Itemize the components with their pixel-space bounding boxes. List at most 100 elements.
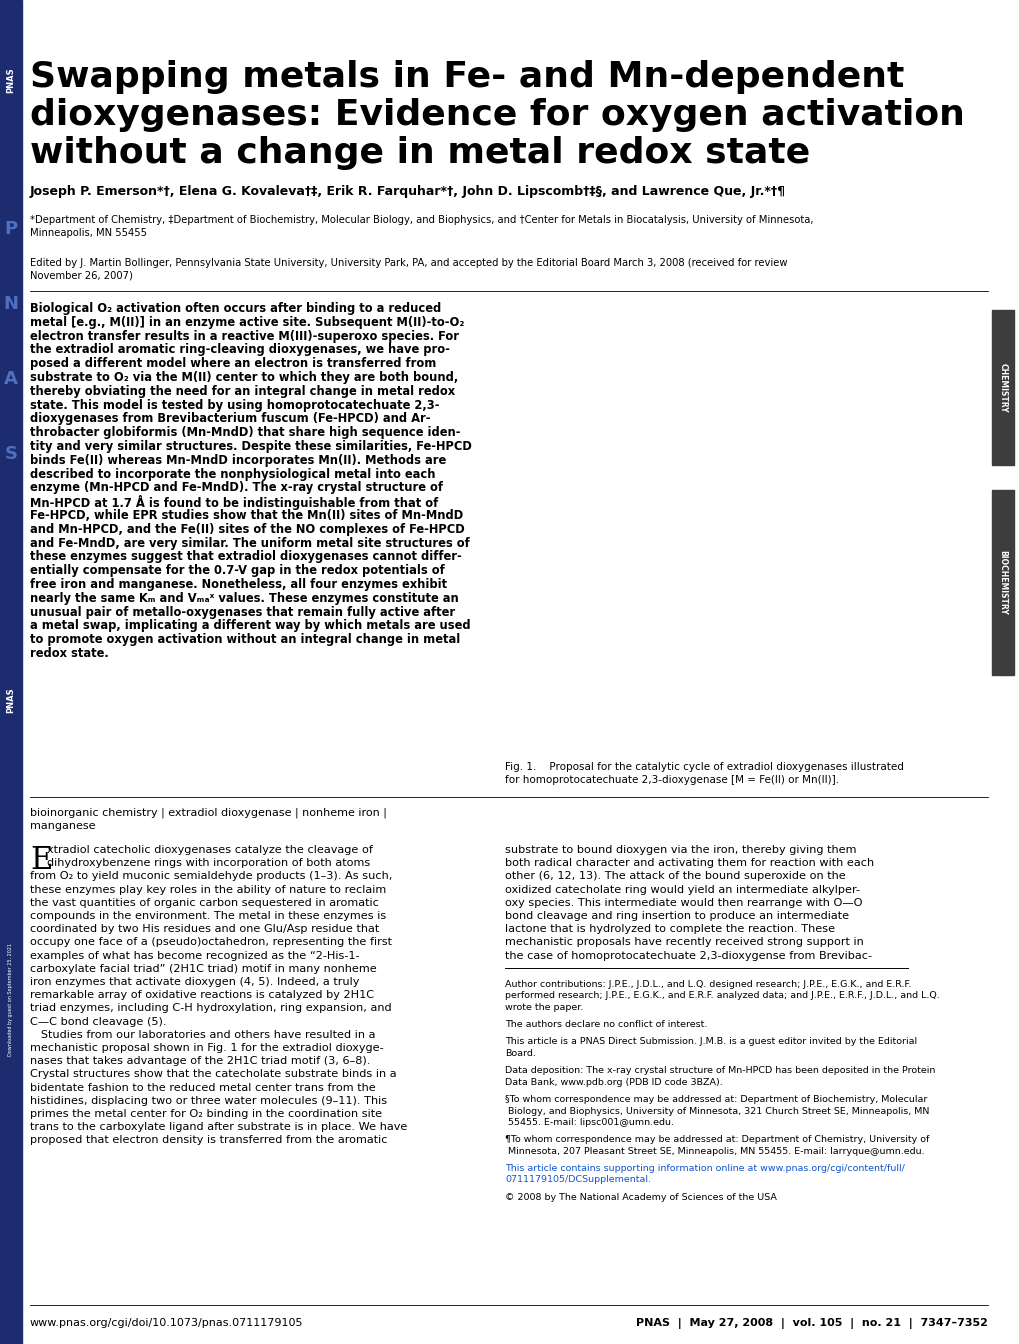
Text: Crystal structures show that the catecholate substrate binds in a: Crystal structures show that the catecho…: [30, 1070, 396, 1079]
Text: compounds in the environment. The metal in these enzymes is: compounds in the environment. The metal …: [30, 911, 386, 921]
Text: Board.: Board.: [504, 1050, 535, 1058]
Text: a metal swap, implicating a different way by which metals are used: a metal swap, implicating a different wa…: [30, 620, 470, 633]
Text: performed research; J.P.E., E.G.K., and E.R.F. analyzed data; and J.P.E., E.R.F.: performed research; J.P.E., E.G.K., and …: [504, 992, 938, 1000]
Text: Data deposition: The x-ray crystal structure of Mn-HPCD has been deposited in th: Data deposition: The x-ray crystal struc…: [504, 1066, 934, 1075]
Text: Minneapolis, MN 55455: Minneapolis, MN 55455: [30, 228, 147, 238]
Text: both radical character and activating them for reaction with each: both radical character and activating th…: [504, 859, 873, 868]
Text: unusual pair of metallo-oxygenases that remain fully active after: unusual pair of metallo-oxygenases that …: [30, 606, 454, 618]
Text: PNAS: PNAS: [6, 67, 15, 93]
Text: substrate to bound dioxygen via the iron, thereby giving them: substrate to bound dioxygen via the iron…: [504, 845, 856, 855]
Text: wrote the paper.: wrote the paper.: [504, 1003, 583, 1012]
Text: BIOCHEMISTRY: BIOCHEMISTRY: [998, 550, 1007, 614]
Text: © 2008 by The National Academy of Sciences of the USA: © 2008 by The National Academy of Scienc…: [504, 1192, 776, 1202]
Text: redox state.: redox state.: [30, 646, 109, 660]
Text: The authors declare no conflict of interest.: The authors declare no conflict of inter…: [504, 1020, 707, 1030]
Text: and Fe-MndD, are very similar. The uniform metal site structures of: and Fe-MndD, are very similar. The unifo…: [30, 536, 470, 550]
Text: tity and very similar structures. Despite these similarities, Fe-HPCD: tity and very similar structures. Despit…: [30, 439, 472, 453]
Text: This article contains supporting information online at www.pnas.org/cgi/content/: This article contains supporting informa…: [504, 1164, 904, 1173]
Text: lactone that is hydrolyzed to complete the reaction. These: lactone that is hydrolyzed to complete t…: [504, 925, 835, 934]
Text: for homoprotocatechuate 2,3-dioxygenase [M = Fe(II) or Mn(II)].: for homoprotocatechuate 2,3-dioxygenase …: [504, 775, 839, 785]
Text: posed a different model where an electron is transferred from: posed a different model where an electro…: [30, 358, 436, 370]
Text: occupy one face of a (pseudo)octahedron, representing the first: occupy one face of a (pseudo)octahedron,…: [30, 937, 391, 948]
Text: oxidized catecholate ring would yield an intermediate alkylper-: oxidized catecholate ring would yield an…: [504, 884, 859, 895]
Text: carboxylate facial triad” (2H1C triad) motif in many nonheme: carboxylate facial triad” (2H1C triad) m…: [30, 964, 376, 974]
Text: E: E: [30, 845, 52, 876]
Text: November 26, 2007): November 26, 2007): [30, 271, 132, 281]
Bar: [991, 310, 1013, 465]
Text: oxy species. This intermediate would then rearrange with O—O: oxy species. This intermediate would the…: [504, 898, 862, 907]
Text: PNAS: PNAS: [6, 687, 15, 712]
Text: Joseph P. Emerson*†, Elena G. Kovaleva†‡, Erik R. Farquhar*†, John D. Lipscomb†‡: Joseph P. Emerson*†, Elena G. Kovaleva†‡…: [30, 185, 786, 198]
Text: to promote oxygen activation without an integral change in metal: to promote oxygen activation without an …: [30, 633, 460, 646]
Text: nearly the same Kₘ and Vₘₐˣ values. These enzymes constitute an: nearly the same Kₘ and Vₘₐˣ values. Thes…: [30, 591, 459, 605]
Text: free iron and manganese. Nonetheless, all four enzymes exhibit: free iron and manganese. Nonetheless, al…: [30, 578, 446, 591]
Text: entially compensate for the 0.7-V gap in the redox potentials of: entially compensate for the 0.7-V gap in…: [30, 564, 444, 577]
Text: other (6, 12, 13). The attack of the bound superoxide on the: other (6, 12, 13). The attack of the bou…: [504, 871, 845, 882]
Text: Edited by J. Martin Bollinger, Pennsylvania State University, University Park, P: Edited by J. Martin Bollinger, Pennsylva…: [30, 258, 787, 267]
Text: and Mn-HPCD, and the Fe(II) sites of the NO complexes of Fe-HPCD: and Mn-HPCD, and the Fe(II) sites of the…: [30, 523, 465, 536]
Text: bioinorganic chemistry | extradiol dioxygenase | nonheme iron |: bioinorganic chemistry | extradiol dioxy…: [30, 808, 386, 818]
Text: Minnesota, 207 Pleasant Street SE, Minneapolis, MN 55455. E-mail: larryque@umn.e: Minnesota, 207 Pleasant Street SE, Minne…: [504, 1146, 923, 1156]
Text: the case of homoprotocatechuate 2,3-dioxygense from Brevibac-: the case of homoprotocatechuate 2,3-diox…: [504, 950, 871, 961]
Text: these enzymes play key roles in the ability of nature to reclaim: these enzymes play key roles in the abil…: [30, 884, 386, 895]
Text: enzyme (Mn-HPCD and Fe-MndD). The x-ray crystal structure of: enzyme (Mn-HPCD and Fe-MndD). The x-ray …: [30, 481, 442, 495]
Text: described to incorporate the nonphysiological metal into each: described to incorporate the nonphysiolo…: [30, 468, 435, 481]
Text: binds Fe(II) whereas Mn-MndD incorporates Mn(II). Methods are: binds Fe(II) whereas Mn-MndD incorporate…: [30, 454, 446, 466]
Text: Swapping metals in Fe- and Mn-dependent: Swapping metals in Fe- and Mn-dependent: [30, 60, 904, 94]
Text: P: P: [4, 220, 17, 238]
Text: thereby obviating the need for an integral change in metal redox: thereby obviating the need for an integr…: [30, 384, 454, 398]
Text: A: A: [4, 370, 18, 388]
Text: Biology, and Biophysics, University of Minnesota, 321 Church Street SE, Minneapo: Biology, and Biophysics, University of M…: [504, 1106, 928, 1116]
Text: trans to the carboxylate ligand after substrate is in place. We have: trans to the carboxylate ligand after su…: [30, 1122, 407, 1132]
Text: primes the metal center for O₂ binding in the coordination site: primes the metal center for O₂ binding i…: [30, 1109, 382, 1120]
Text: proposed that electron density is transferred from the aromatic: proposed that electron density is transf…: [30, 1136, 387, 1145]
Text: S: S: [4, 445, 17, 462]
Text: these enzymes suggest that extradiol dioxygenases cannot differ-: these enzymes suggest that extradiol dio…: [30, 551, 462, 563]
Text: C—C bond cleavage (5).: C—C bond cleavage (5).: [30, 1016, 166, 1027]
Text: without a change in metal redox state: without a change in metal redox state: [30, 136, 809, 169]
Text: Downloaded by guest on September 25, 2021: Downloaded by guest on September 25, 202…: [8, 943, 13, 1056]
Text: ¶To whom correspondence may be addressed at: Department of Chemistry, University: ¶To whom correspondence may be addressed…: [504, 1136, 928, 1144]
Text: mechanistic proposal shown in Fig. 1 for the extradiol dioxyge-: mechanistic proposal shown in Fig. 1 for…: [30, 1043, 383, 1052]
Bar: [991, 491, 1013, 675]
Text: N: N: [3, 294, 18, 313]
Text: from O₂ to yield muconic semialdehyde products (1–3). As such,: from O₂ to yield muconic semialdehyde pr…: [30, 871, 392, 882]
Text: xtradiol catecholic dioxygenases catalyze the cleavage of: xtradiol catecholic dioxygenases catalyz…: [47, 845, 373, 855]
Bar: [0, 0, 22, 1344]
Text: the extradiol aromatic ring-cleaving dioxygenases, we have pro-: the extradiol aromatic ring-cleaving dio…: [30, 344, 449, 356]
Text: substrate to O₂ via the M(II) center to which they are both bound,: substrate to O₂ via the M(II) center to …: [30, 371, 458, 384]
Text: 55455. E-mail: lipsc001@umn.edu.: 55455. E-mail: lipsc001@umn.edu.: [504, 1118, 674, 1128]
Text: triad enzymes, including C-H hydroxylation, ring expansion, and: triad enzymes, including C-H hydroxylati…: [30, 1004, 391, 1013]
Text: state. This model is tested by using homoprotocatechuate 2,3-: state. This model is tested by using hom…: [30, 399, 439, 411]
Text: Fe-HPCD, while EPR studies show that the Mn(II) sites of Mn-MndD: Fe-HPCD, while EPR studies show that the…: [30, 509, 463, 521]
Text: Mn-HPCD at 1.7 Å is found to be indistinguishable from that of: Mn-HPCD at 1.7 Å is found to be indistin…: [30, 495, 438, 511]
Text: throbacter globiformis (Mn-MndD) that share high sequence iden-: throbacter globiformis (Mn-MndD) that sh…: [30, 426, 460, 439]
Text: metal [e.g., M(II)] in an enzyme active site. Subsequent M(II)-to-O₂: metal [e.g., M(II)] in an enzyme active …: [30, 316, 464, 329]
Text: §To whom correspondence may be addressed at: Department of Biochemistry, Molecul: §To whom correspondence may be addressed…: [504, 1095, 926, 1103]
Text: CHEMISTRY: CHEMISTRY: [998, 363, 1007, 413]
Text: 0711179105/DCSupplemental.: 0711179105/DCSupplemental.: [504, 1176, 650, 1184]
Text: Author contributions: J.P.E., J.D.L., and L.Q. designed research; J.P.E., E.G.K.: Author contributions: J.P.E., J.D.L., an…: [504, 980, 911, 989]
Text: mechanistic proposals have recently received strong support in: mechanistic proposals have recently rece…: [504, 937, 863, 948]
Text: histidines, displacing two or three water molecules (9–11). This: histidines, displacing two or three wate…: [30, 1095, 387, 1106]
Text: PNAS  |  May 27, 2008  |  vol. 105  |  no. 21  |  7347–7352: PNAS | May 27, 2008 | vol. 105 | no. 21 …: [636, 1318, 987, 1329]
Text: examples of what has become recognized as the “2-His-1-: examples of what has become recognized a…: [30, 950, 359, 961]
Text: dihydroxybenzene rings with incorporation of both atoms: dihydroxybenzene rings with incorporatio…: [47, 859, 370, 868]
Text: remarkable array of oxidative reactions is catalyzed by 2H1C: remarkable array of oxidative reactions …: [30, 991, 374, 1000]
Text: electron transfer results in a reactive M(III)-superoxo species. For: electron transfer results in a reactive …: [30, 329, 459, 343]
Text: dioxygenases: Evidence for oxygen activation: dioxygenases: Evidence for oxygen activa…: [30, 98, 964, 132]
Text: bidentate fashion to the reduced metal center trans from the: bidentate fashion to the reduced metal c…: [30, 1083, 375, 1093]
Text: manganese: manganese: [30, 821, 96, 831]
Text: iron enzymes that activate dioxygen (4, 5). Indeed, a truly: iron enzymes that activate dioxygen (4, …: [30, 977, 359, 986]
Text: the vast quantities of organic carbon sequestered in aromatic: the vast quantities of organic carbon se…: [30, 898, 378, 907]
Text: coordinated by two His residues and one Glu/Asp residue that: coordinated by two His residues and one …: [30, 925, 379, 934]
Text: *Department of Chemistry, ‡Department of Biochemistry, Molecular Biology, and Bi: *Department of Chemistry, ‡Department of…: [30, 215, 813, 224]
Text: This article is a PNAS Direct Submission. J.M.B. is a guest editor invited by th: This article is a PNAS Direct Submission…: [504, 1038, 916, 1047]
Text: Fig. 1.    Proposal for the catalytic cycle of extradiol dioxygenases illustrate: Fig. 1. Proposal for the catalytic cycle…: [504, 762, 903, 771]
Text: Biological O₂ activation often occurs after binding to a reduced: Biological O₂ activation often occurs af…: [30, 302, 441, 314]
Text: dioxygenases from Brevibacterium fuscum (Fe-HPCD) and Ar-: dioxygenases from Brevibacterium fuscum …: [30, 413, 430, 426]
Text: nases that takes advantage of the 2H1C triad motif (3, 6–8).: nases that takes advantage of the 2H1C t…: [30, 1056, 370, 1066]
Text: Data Bank, www.pdb.org (PDB ID code 3BZA).: Data Bank, www.pdb.org (PDB ID code 3BZA…: [504, 1078, 722, 1087]
Text: www.pnas.org/cgi/doi/10.1073/pnas.0711179105: www.pnas.org/cgi/doi/10.1073/pnas.071117…: [30, 1318, 304, 1328]
Text: bond cleavage and ring insertion to produce an intermediate: bond cleavage and ring insertion to prod…: [504, 911, 848, 921]
